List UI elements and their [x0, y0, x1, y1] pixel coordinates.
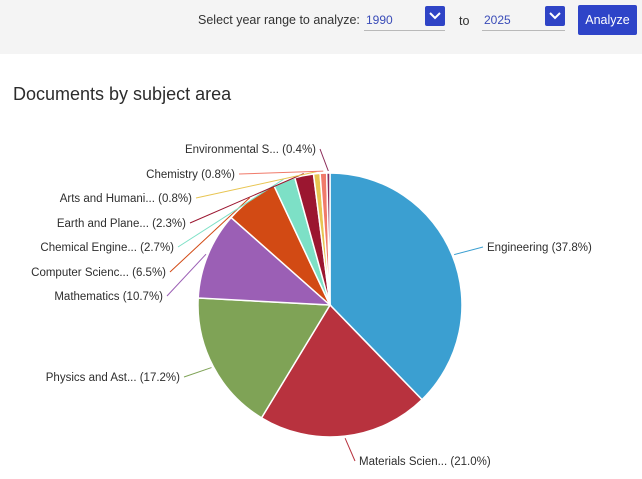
chevron-down-icon[interactable]	[425, 6, 445, 26]
leader-line	[177, 178, 284, 248]
pie-slice[interactable]	[260, 303, 424, 438]
leader-line	[238, 170, 324, 175]
slice-label: Materials Scien... (21.0%)	[359, 456, 491, 468]
slice-label: Engineering (37.8%)	[487, 242, 592, 254]
from-year-value: 1990	[366, 13, 393, 27]
slice-label: Mathematics (10.7%)	[54, 291, 163, 303]
slice-label: Environmental S... (0.4%)	[185, 144, 316, 156]
slice-label: Chemistry (0.8%)	[146, 169, 235, 181]
slice-label: Physics and Ast... (17.2%)	[46, 372, 180, 384]
to-year-value: 2025	[484, 13, 511, 27]
year-range-label: Select year range to analyze:	[198, 13, 360, 27]
pie-slice[interactable]	[197, 297, 332, 419]
leader-line	[195, 171, 317, 199]
slice-label: Chemical Engine... (2.7%)	[40, 242, 174, 254]
pie-slice[interactable]	[197, 216, 333, 306]
leader-line	[183, 367, 212, 378]
year-range-toolbar: Select year range to analyze: 1990 to 20…	[0, 0, 642, 54]
pie-slice[interactable]	[325, 172, 331, 306]
from-year-select[interactable]: 1990	[364, 6, 445, 31]
slice-label: Arts and Humani... (0.8%)	[60, 193, 192, 205]
leader-line	[189, 173, 304, 224]
leader-line	[319, 148, 329, 172]
leader-line	[454, 246, 484, 256]
leader-line	[166, 253, 207, 297]
pie-slice[interactable]	[329, 172, 463, 401]
slice-label: Earth and Plane... (2.3%)	[57, 218, 186, 230]
chart-title: Documents by subject area	[13, 84, 232, 104]
analyze-button[interactable]: Analyze	[578, 5, 637, 35]
slice-label: Computer Scienc... (6.5%)	[31, 267, 166, 279]
chevron-down-icon[interactable]	[545, 6, 565, 26]
to-year-select[interactable]: 2025	[482, 6, 565, 31]
leader-line	[344, 437, 356, 462]
to-label: to	[459, 14, 470, 28]
